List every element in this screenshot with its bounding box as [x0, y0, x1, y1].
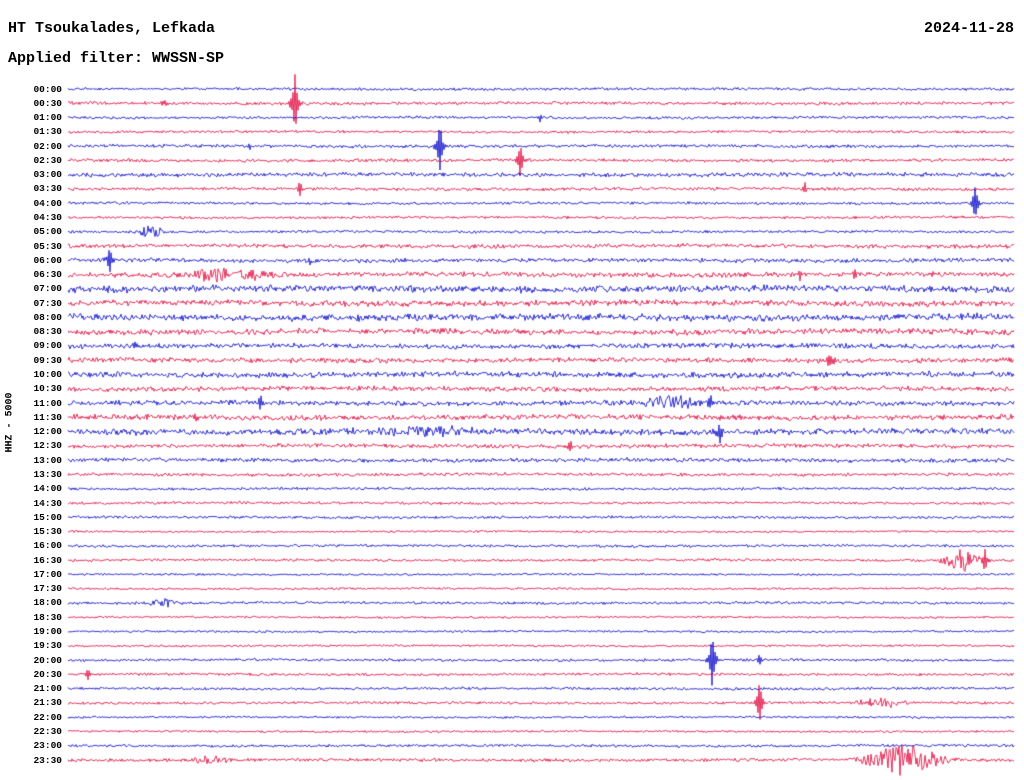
time-label: 20:30 — [33, 668, 62, 680]
time-label: 03:30 — [33, 183, 62, 195]
time-label: 23:00 — [33, 740, 62, 752]
time-label: 05:30 — [33, 240, 62, 252]
time-label: 14:00 — [33, 483, 62, 495]
time-label: 00:00 — [33, 83, 62, 95]
time-label: 07:30 — [33, 297, 62, 309]
time-label: 12:30 — [33, 440, 62, 452]
time-label: 13:30 — [33, 468, 62, 480]
time-label: 10:00 — [33, 369, 62, 381]
time-label: 08:00 — [33, 311, 62, 323]
time-label: 17:00 — [33, 568, 62, 580]
time-label: 09:00 — [33, 340, 62, 352]
time-label: 14:30 — [33, 497, 62, 509]
time-label: 09:30 — [33, 354, 62, 366]
time-label: 22:30 — [33, 725, 62, 737]
time-label: 01:30 — [33, 126, 62, 138]
time-label: 06:00 — [33, 254, 62, 266]
time-label: 18:00 — [33, 597, 62, 609]
time-label: 01:00 — [33, 112, 62, 124]
time-label: 08:30 — [33, 326, 62, 338]
time-label: 20:00 — [33, 654, 62, 666]
time-label: 02:00 — [33, 140, 62, 152]
time-label: 19:00 — [33, 626, 62, 637]
time-label: 00:30 — [33, 97, 62, 109]
time-label: 16:30 — [33, 554, 62, 566]
time-label: 18:30 — [33, 611, 62, 623]
time-label: 03:00 — [33, 169, 62, 181]
time-label: 22:00 — [33, 711, 62, 723]
time-label: 12:00 — [33, 426, 62, 438]
time-label: 16:00 — [33, 540, 62, 552]
time-label: 05:00 — [33, 226, 62, 238]
time-label: 11:00 — [33, 397, 62, 409]
time-label: 02:30 — [33, 154, 62, 166]
time-label: 11:30 — [33, 411, 62, 423]
time-label: 21:30 — [33, 697, 62, 709]
time-label: 23:30 — [33, 754, 62, 766]
time-label: 15:00 — [33, 511, 62, 523]
time-label: 04:30 — [33, 211, 62, 223]
time-label: 13:00 — [33, 454, 62, 466]
time-label: 06:30 — [33, 269, 62, 281]
time-label: 17:30 — [33, 583, 62, 595]
time-label: 15:30 — [33, 526, 62, 538]
time-label: 10:30 — [33, 383, 62, 395]
time-label: 19:30 — [33, 640, 62, 652]
time-label: 07:00 — [33, 283, 62, 295]
time-label: 04:00 — [33, 197, 62, 209]
time-label: 21:00 — [33, 683, 62, 695]
